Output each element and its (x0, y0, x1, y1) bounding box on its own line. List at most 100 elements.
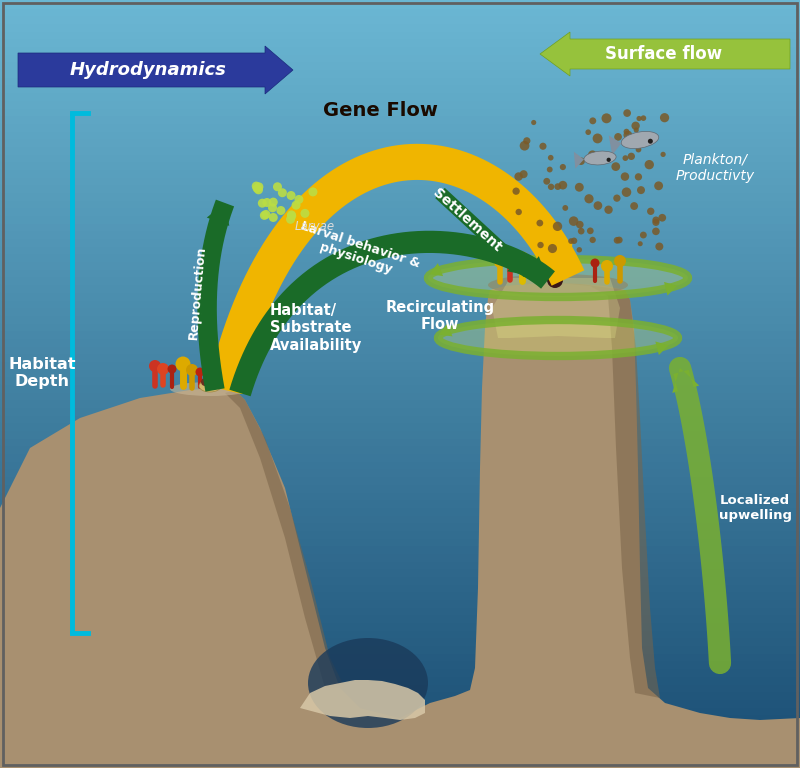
Bar (0, 399, 800, 407)
Bar (0, 537, 800, 545)
Circle shape (654, 181, 663, 190)
Bar (0, 184, 800, 192)
Circle shape (631, 121, 640, 130)
Circle shape (647, 207, 654, 215)
Circle shape (523, 137, 530, 144)
Bar (0, 306, 800, 315)
Bar (0, 345, 800, 353)
Circle shape (287, 211, 296, 220)
Circle shape (157, 363, 169, 375)
Bar (0, 207, 800, 215)
Circle shape (585, 194, 594, 204)
Circle shape (652, 227, 660, 235)
Circle shape (260, 211, 269, 220)
Bar (0, 383, 800, 392)
Circle shape (587, 227, 594, 234)
FancyArrow shape (672, 368, 699, 393)
Circle shape (571, 237, 578, 244)
Circle shape (262, 210, 270, 219)
Bar (0, 575, 800, 584)
Bar (0, 529, 800, 538)
Circle shape (586, 129, 591, 135)
Circle shape (254, 185, 263, 194)
Circle shape (602, 114, 611, 124)
Text: Localized
upwelling: Localized upwelling (718, 494, 791, 522)
FancyArrow shape (18, 46, 293, 94)
Circle shape (645, 160, 654, 169)
Bar (0, 122, 800, 131)
Bar (0, 153, 800, 161)
Bar (0, 130, 800, 138)
Bar (0, 145, 800, 154)
Bar (0, 30, 800, 38)
Bar (0, 644, 800, 653)
Circle shape (638, 241, 642, 247)
Circle shape (623, 129, 630, 134)
Polygon shape (400, 283, 800, 768)
Ellipse shape (438, 320, 678, 356)
Circle shape (604, 206, 613, 214)
Bar (0, 583, 800, 591)
Circle shape (568, 238, 574, 244)
Bar (0, 706, 800, 714)
Bar (0, 652, 800, 660)
Bar (0, 475, 800, 484)
Text: Habitat/
Substrate
Availability: Habitat/ Substrate Availability (270, 303, 362, 353)
Text: Hydrodynamics: Hydrodynamics (70, 61, 226, 79)
Circle shape (601, 260, 613, 272)
Circle shape (637, 186, 645, 194)
Bar (0, 437, 800, 445)
Bar (0, 737, 800, 745)
Bar (0, 498, 800, 507)
Text: Recirculating
Flow: Recirculating Flow (386, 300, 494, 333)
Circle shape (253, 184, 262, 193)
Circle shape (149, 360, 161, 372)
Bar (0, 38, 800, 46)
Bar (0, 360, 800, 369)
Bar (0, 752, 800, 760)
Circle shape (538, 242, 544, 248)
Text: Larvae: Larvae (295, 220, 335, 233)
Circle shape (623, 131, 632, 140)
Ellipse shape (170, 382, 250, 396)
Bar (0, 591, 800, 599)
Bar (0, 322, 800, 330)
Bar (0, 353, 800, 361)
Bar (0, 222, 800, 230)
Circle shape (513, 187, 520, 195)
Bar (0, 452, 800, 461)
Bar (0, 368, 800, 376)
Bar (0, 675, 800, 684)
Text: Habitat
Depth: Habitat Depth (8, 357, 76, 389)
Bar (0, 0, 800, 8)
Circle shape (175, 356, 190, 372)
Bar (0, 84, 800, 92)
Bar (0, 314, 800, 323)
Circle shape (590, 118, 596, 124)
Circle shape (186, 364, 198, 376)
FancyArrow shape (438, 323, 453, 336)
Circle shape (553, 222, 562, 231)
Circle shape (658, 214, 666, 222)
Bar (0, 191, 800, 200)
Circle shape (258, 199, 267, 207)
Circle shape (614, 194, 621, 202)
Bar (0, 99, 800, 108)
Circle shape (634, 174, 642, 180)
Bar (0, 22, 800, 31)
Circle shape (652, 219, 659, 226)
Ellipse shape (584, 151, 616, 165)
Bar (0, 245, 800, 253)
Circle shape (504, 256, 516, 268)
Bar (0, 168, 800, 177)
Polygon shape (492, 278, 620, 338)
Circle shape (630, 202, 638, 210)
FancyArrow shape (206, 203, 230, 226)
Circle shape (286, 191, 295, 200)
FancyArrow shape (664, 282, 678, 296)
Circle shape (558, 180, 567, 190)
Bar (0, 598, 800, 607)
Bar (0, 230, 800, 238)
Circle shape (640, 232, 646, 238)
Circle shape (269, 197, 278, 207)
